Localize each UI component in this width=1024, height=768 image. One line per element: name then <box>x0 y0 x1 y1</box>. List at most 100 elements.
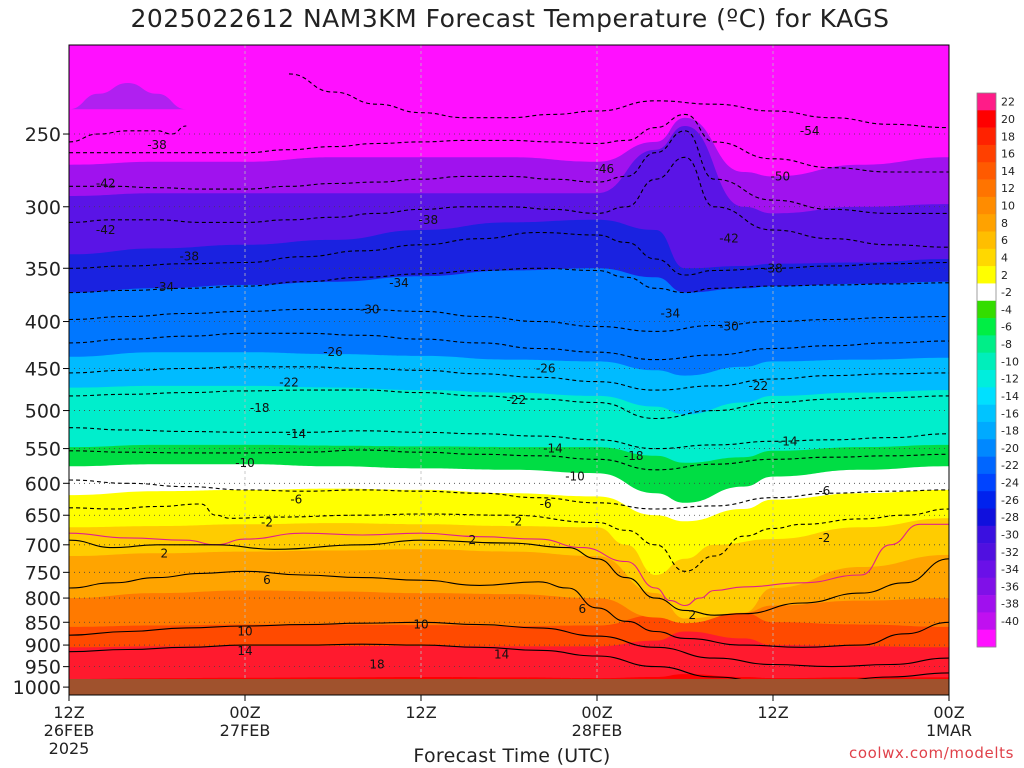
y-tick-label: 550 <box>25 439 61 461</box>
contour-label: -14 <box>778 434 798 448</box>
colorbar-swatch <box>977 473 996 492</box>
y-tick-label: 450 <box>25 359 61 381</box>
source-credit: coolwx.com/modelts <box>849 744 1014 762</box>
colorbar-label: 2 <box>1001 269 1008 282</box>
temperature-band <box>69 45 949 177</box>
colorbar-swatch <box>977 491 996 509</box>
colorbar-label: -22 <box>1001 459 1019 472</box>
y-tick-label: 850 <box>25 612 61 634</box>
colorbar-swatch <box>977 456 996 475</box>
contour-label: -26 <box>323 345 343 359</box>
colorbar-label: -6 <box>1001 321 1012 334</box>
temperature-contour <box>69 332 949 361</box>
contour-label: -10 <box>235 456 255 470</box>
y-tick-label: 700 <box>25 535 61 557</box>
contour-label: 10 <box>237 625 252 639</box>
colorbar-label: 12 <box>1001 182 1015 195</box>
colorbar-swatch <box>977 629 996 648</box>
colorbar-swatch <box>977 300 996 319</box>
contour-label: -42 <box>719 232 739 246</box>
colorbar-label: -24 <box>1001 477 1019 490</box>
y-tick-label: 300 <box>25 197 61 219</box>
y-tick-label: 900 <box>25 635 61 657</box>
colorbar-label: -8 <box>1001 338 1012 351</box>
colorbar-swatch <box>977 543 996 561</box>
colorbar-label: 18 <box>1001 130 1015 143</box>
contour-label: -38 <box>419 213 439 227</box>
colorbar-label: -38 <box>1001 598 1019 611</box>
temperature-contour <box>69 449 949 471</box>
colorbar-label: -14 <box>1001 390 1019 403</box>
colorbar-label: 14 <box>1001 165 1015 178</box>
colorbar-label: -16 <box>1001 407 1019 420</box>
colorbar-swatch <box>977 110 996 128</box>
plot-frame <box>68 44 950 696</box>
x-tick-label: 12Z <box>757 703 788 722</box>
colorbar-label: 4 <box>1001 251 1008 264</box>
colorbar-label: -34 <box>1001 563 1019 576</box>
contour-label: -42 <box>96 176 116 190</box>
contour-label: -38 <box>147 138 167 152</box>
colorbar-swatch <box>977 508 996 527</box>
contour-label: -54 <box>800 124 820 138</box>
contour-label: -6 <box>818 484 830 498</box>
x-tick-label: 00Z <box>933 703 964 722</box>
y-tick-label: 800 <box>25 588 61 610</box>
y-tick-label: 1000 <box>13 677 61 699</box>
colorbar-swatch <box>977 144 996 163</box>
colorbar-label: 16 <box>1001 148 1015 161</box>
temperature-contour <box>69 125 187 143</box>
colorbar-swatch <box>977 196 996 215</box>
temperature-contour <box>288 73 949 129</box>
colorbar-swatch <box>977 352 996 371</box>
contour-label: 2 <box>689 608 697 622</box>
contour-label: -18 <box>250 401 270 415</box>
colorbar-swatch <box>977 179 996 198</box>
colorbar-label: 10 <box>1001 200 1015 213</box>
colorbar-swatch <box>977 214 996 232</box>
x-tick-label: 00Z <box>581 703 612 722</box>
contour-label: -38 <box>179 250 199 264</box>
colorbar-swatch <box>977 266 996 284</box>
colorbar-swatch <box>977 525 996 544</box>
y-tick-label: 350 <box>25 258 61 280</box>
colorbar-swatch <box>977 93 996 111</box>
colorbar-swatch <box>977 404 996 423</box>
colorbar-swatch <box>977 162 996 180</box>
chart-title: 2025022612 NAM3KM Forecast Temperature (… <box>130 4 890 33</box>
colorbar-label: -12 <box>1001 373 1019 386</box>
contour-label: 2 <box>161 546 169 560</box>
colorbar-frame <box>976 92 997 648</box>
contour-label: -2 <box>818 531 830 545</box>
colorbar-label: -36 <box>1001 580 1019 593</box>
colorbar-swatch <box>977 577 996 596</box>
contour-label: -6 <box>540 497 552 511</box>
x-tick-label: 1MAR <box>926 721 972 740</box>
temperature-contour <box>69 389 949 420</box>
temperature-contour <box>69 231 949 276</box>
colorbar-swatch <box>977 560 996 579</box>
contour-label: -22 <box>749 379 769 393</box>
colorbar-swatch <box>977 231 996 250</box>
temperature-contour <box>69 621 949 668</box>
x-tick-label: 12Z <box>53 703 84 722</box>
y-tick-label: 500 <box>25 401 61 423</box>
temperature-contour <box>69 539 949 616</box>
colorbar-label: 22 <box>1001 96 1015 109</box>
x-tick-label: 12Z <box>405 703 436 722</box>
colorbar-label: -4 <box>1001 303 1012 316</box>
x-tick-label: 26FEB <box>44 721 95 740</box>
contour-label: 6 <box>263 573 271 587</box>
colorbar-label: 8 <box>1001 217 1008 230</box>
colorbar-swatch <box>977 127 996 146</box>
x-axis-label: Forecast Time (UTC) <box>413 745 611 767</box>
contour-label: 14 <box>237 644 252 658</box>
contour-label: 10 <box>413 618 428 632</box>
contour-label: -30 <box>360 302 380 316</box>
colorbar-swatch <box>977 318 996 336</box>
temperature-contour <box>69 523 949 607</box>
contour-label: -18 <box>624 449 644 463</box>
colorbar-swatch <box>977 387 996 405</box>
colorbar-label: -2 <box>1001 286 1012 299</box>
